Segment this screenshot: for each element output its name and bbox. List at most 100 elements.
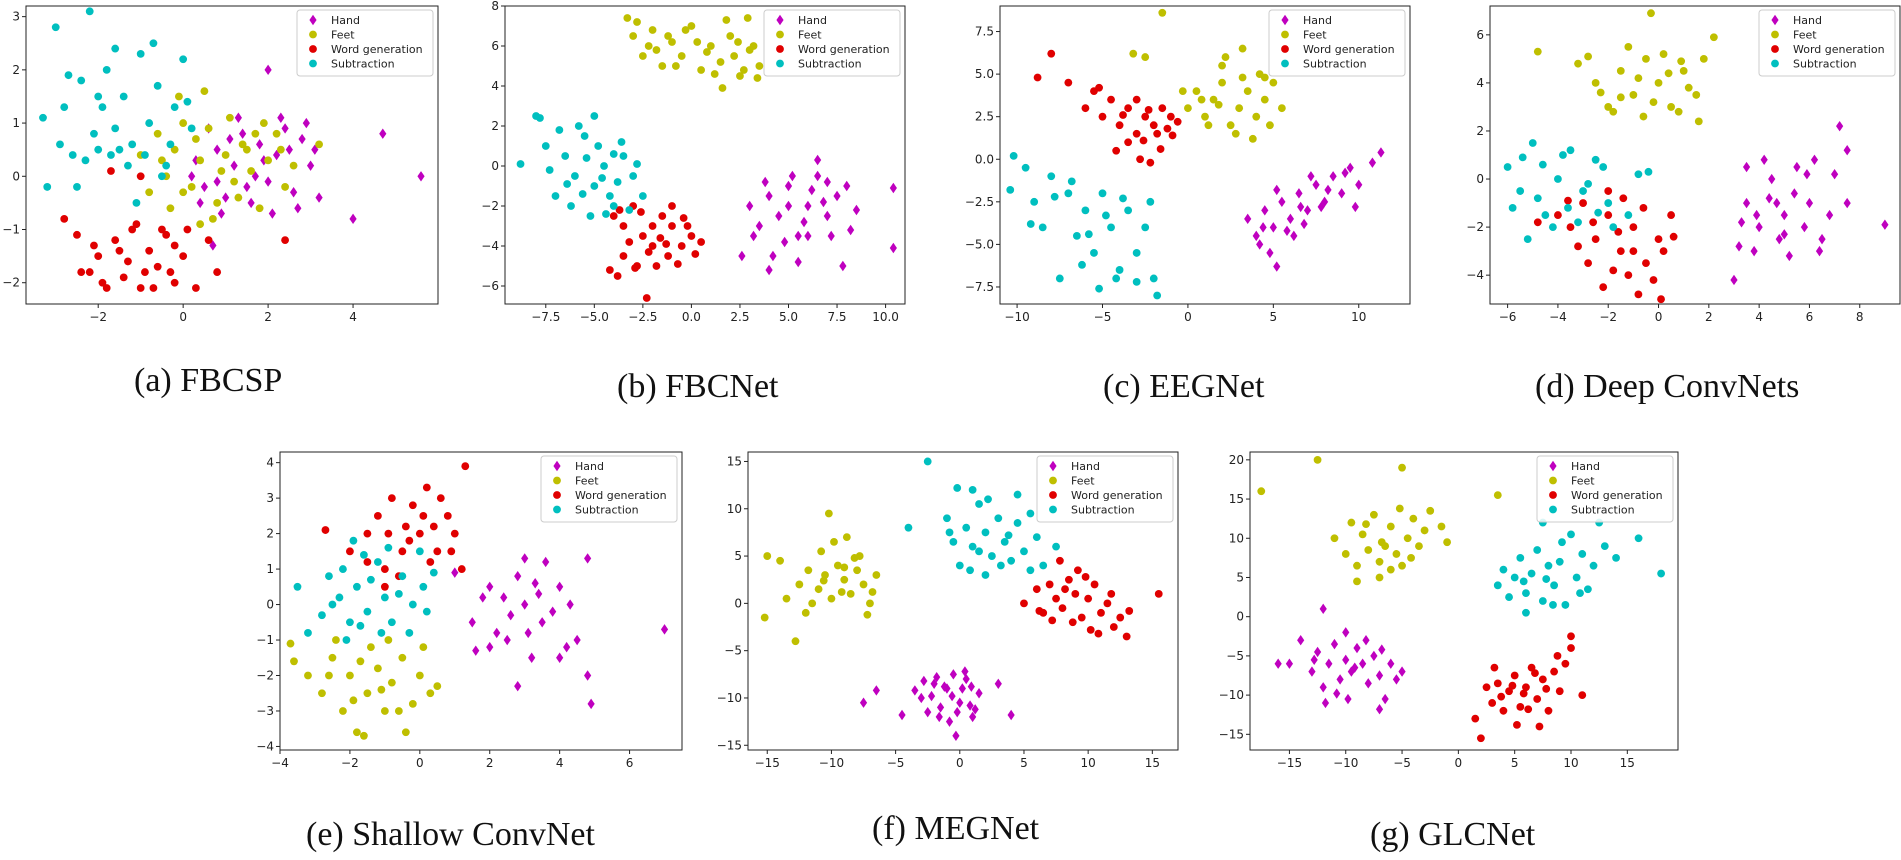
data-point bbox=[1184, 104, 1192, 113]
data-point bbox=[1112, 146, 1121, 155]
data-point bbox=[1209, 95, 1218, 104]
data-point bbox=[349, 213, 357, 225]
data-point bbox=[1803, 169, 1811, 180]
data-point bbox=[346, 671, 354, 680]
data-point bbox=[967, 681, 975, 692]
data-point bbox=[187, 124, 196, 133]
data-point bbox=[429, 522, 438, 531]
data-point bbox=[814, 154, 822, 166]
data-point bbox=[827, 230, 835, 242]
data-point bbox=[1609, 107, 1618, 116]
data-point bbox=[1353, 561, 1361, 570]
data-point bbox=[1549, 601, 1557, 609]
data-point bbox=[1204, 121, 1213, 130]
data-point bbox=[1634, 290, 1643, 299]
legend-label: Word generation bbox=[1571, 489, 1663, 502]
data-point bbox=[940, 681, 948, 692]
data-point bbox=[1527, 569, 1536, 578]
data-point bbox=[1654, 235, 1663, 244]
data-point bbox=[656, 234, 665, 242]
data-point bbox=[373, 664, 382, 673]
series-feet bbox=[1257, 455, 1502, 586]
data-point bbox=[500, 592, 508, 603]
data-point bbox=[1612, 553, 1620, 562]
data-point bbox=[749, 42, 758, 50]
data-point bbox=[387, 678, 396, 687]
data-point bbox=[1533, 218, 1542, 227]
data-point bbox=[68, 151, 77, 159]
data-point bbox=[272, 129, 281, 138]
data-point bbox=[208, 214, 217, 223]
data-point bbox=[1624, 42, 1633, 51]
data-point bbox=[949, 537, 958, 546]
data-point bbox=[1426, 506, 1435, 515]
data-point bbox=[730, 52, 739, 60]
series-hand bbox=[738, 154, 897, 276]
data-point bbox=[1278, 196, 1286, 208]
legend-marker bbox=[309, 30, 317, 39]
data-point bbox=[387, 494, 396, 503]
data-point bbox=[671, 62, 680, 70]
data-point bbox=[1259, 222, 1267, 233]
y-tick-label: 5 bbox=[1236, 570, 1244, 584]
data-point bbox=[1609, 223, 1618, 231]
data-point bbox=[1119, 194, 1127, 203]
data-point bbox=[1810, 154, 1819, 166]
data-point bbox=[1508, 681, 1517, 690]
data-point bbox=[1103, 599, 1112, 608]
data-point bbox=[1033, 73, 1042, 82]
data-point bbox=[349, 536, 358, 545]
data-point bbox=[619, 222, 628, 230]
data-point bbox=[716, 58, 725, 66]
data-point bbox=[429, 568, 438, 577]
series-subtraction bbox=[1006, 151, 1162, 300]
data-point bbox=[782, 594, 791, 603]
data-point bbox=[217, 208, 225, 219]
data-point bbox=[1370, 650, 1378, 662]
data-point bbox=[637, 208, 645, 216]
caption-a: (a) FBCSP bbox=[134, 362, 283, 399]
data-point bbox=[1035, 607, 1044, 615]
data-point bbox=[1032, 533, 1041, 542]
data-point bbox=[377, 629, 386, 637]
data-point bbox=[247, 197, 255, 209]
data-point bbox=[1564, 196, 1572, 205]
scatter-panel-7: −15 −10 −5 0 5 10 15 −15 −10 −5 0 5 10 15 20 Hand FeetWo… bbox=[1219, 451, 1679, 770]
data-point bbox=[264, 64, 272, 76]
data-point bbox=[1095, 83, 1103, 92]
data-point bbox=[1578, 691, 1587, 700]
x-tick-label: 8 bbox=[1856, 310, 1864, 324]
data-point bbox=[1790, 188, 1798, 199]
data-point bbox=[827, 594, 836, 603]
y-tick-label: 15 bbox=[1229, 492, 1244, 506]
data-point bbox=[1471, 714, 1480, 723]
data-point bbox=[461, 462, 470, 471]
x-tick-label: 15 bbox=[1620, 756, 1635, 770]
data-point bbox=[840, 575, 849, 584]
data-point bbox=[1642, 259, 1650, 268]
y-tick-label: 0 bbox=[734, 596, 742, 610]
data-point bbox=[842, 533, 851, 542]
data-point bbox=[1644, 167, 1653, 176]
legend-marker bbox=[1771, 59, 1779, 68]
data-point bbox=[1359, 658, 1367, 669]
data-point bbox=[644, 42, 653, 50]
data-point bbox=[503, 634, 511, 646]
data-point bbox=[1319, 682, 1327, 693]
data-point bbox=[1346, 162, 1354, 173]
y-tick-label: −6 bbox=[481, 279, 499, 293]
legend-label: Hand bbox=[331, 14, 360, 27]
data-point bbox=[687, 232, 696, 240]
legend-marker bbox=[1771, 14, 1779, 26]
data-point bbox=[315, 140, 323, 149]
data-point bbox=[1266, 247, 1274, 259]
data-point bbox=[346, 618, 354, 627]
data-point bbox=[743, 14, 752, 22]
data-point bbox=[230, 177, 239, 186]
y-tick-label: 10 bbox=[1229, 531, 1244, 545]
data-point bbox=[917, 692, 925, 704]
legend-label: Feet bbox=[798, 29, 822, 42]
x-tick-label: −4 bbox=[1549, 310, 1567, 324]
data-point bbox=[1554, 175, 1562, 183]
data-point bbox=[1166, 112, 1175, 121]
